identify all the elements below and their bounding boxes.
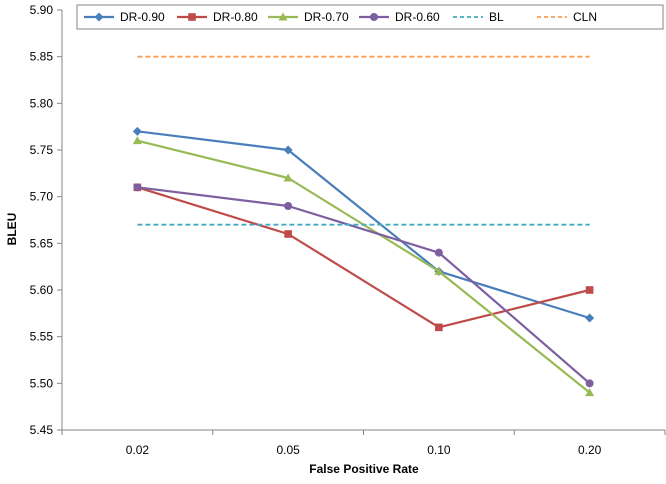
data-point <box>585 379 594 388</box>
legend-label: DR-0.90 <box>120 10 165 24</box>
legend-label: DR-0.60 <box>395 10 440 24</box>
data-point <box>434 248 443 257</box>
y-tick-label: 5.75 <box>30 143 54 157</box>
y-tick-label: 5.90 <box>30 3 54 17</box>
legend-item: DR-0.90 <box>84 10 165 24</box>
legend-item: BL <box>453 10 504 24</box>
legend-label: CLN <box>573 10 597 24</box>
axes: 5.45 5.50 5.55 5.60 5.65 5.70 5.75 5.80 5.85 5.90… <box>30 3 666 457</box>
legend-marker <box>94 12 104 22</box>
data-point <box>132 136 142 145</box>
data-point <box>435 323 443 332</box>
data-point <box>283 145 293 155</box>
series-dr-0-60 <box>133 183 594 388</box>
series-line <box>137 186 590 329</box>
legend-item: DR-0.70 <box>268 10 349 24</box>
series-layer <box>132 55 595 397</box>
series-dr-0-80 <box>133 183 594 332</box>
legend: DR-0.90 DR-0.80 DR-0.70 DR-0.60 BL CLN <box>76 4 664 30</box>
y-tick-label: 5.85 <box>30 50 54 64</box>
data-point <box>283 173 293 182</box>
x-tick-label: 0.10 <box>427 443 451 457</box>
data-point <box>133 183 142 192</box>
y-tick-label: 5.60 <box>30 283 54 297</box>
y-tick-label: 5.80 <box>30 96 54 110</box>
series-line <box>137 186 591 385</box>
y-tick-label: 5.45 <box>30 423 54 437</box>
y-tick-label: 5.55 <box>30 330 54 344</box>
legend-label: DR-0.70 <box>304 10 349 24</box>
data-point <box>284 202 293 210</box>
series-line <box>137 130 590 320</box>
legend-label: BL <box>489 10 504 24</box>
legend-item: CLN <box>537 10 597 24</box>
y-axis-title: BLEU <box>5 213 19 246</box>
x-tick-label: 0.02 <box>126 443 150 457</box>
legend-marker <box>188 13 196 21</box>
legend-marker <box>278 12 288 21</box>
x-axis-title: False Positive Rate <box>309 462 419 476</box>
data-point <box>585 313 595 323</box>
data-point <box>585 286 594 294</box>
data-point <box>585 388 595 397</box>
y-tick-label: 5.65 <box>30 236 54 250</box>
series-line <box>137 139 591 394</box>
series-dr-0-70 <box>132 136 595 397</box>
legend-item: DR-0.60 <box>359 10 440 24</box>
data-point <box>434 266 444 275</box>
x-tick-label: 0.20 <box>578 443 602 457</box>
y-tick-label: 5.50 <box>30 376 54 390</box>
data-point <box>132 126 142 136</box>
y-tick-label: 5.70 <box>30 190 54 204</box>
x-tick-label: 0.05 <box>276 443 300 457</box>
legend-label: DR-0.80 <box>213 10 258 24</box>
data-point <box>284 230 292 238</box>
legend-item: DR-0.80 <box>177 10 258 24</box>
legend-marker <box>370 13 378 21</box>
